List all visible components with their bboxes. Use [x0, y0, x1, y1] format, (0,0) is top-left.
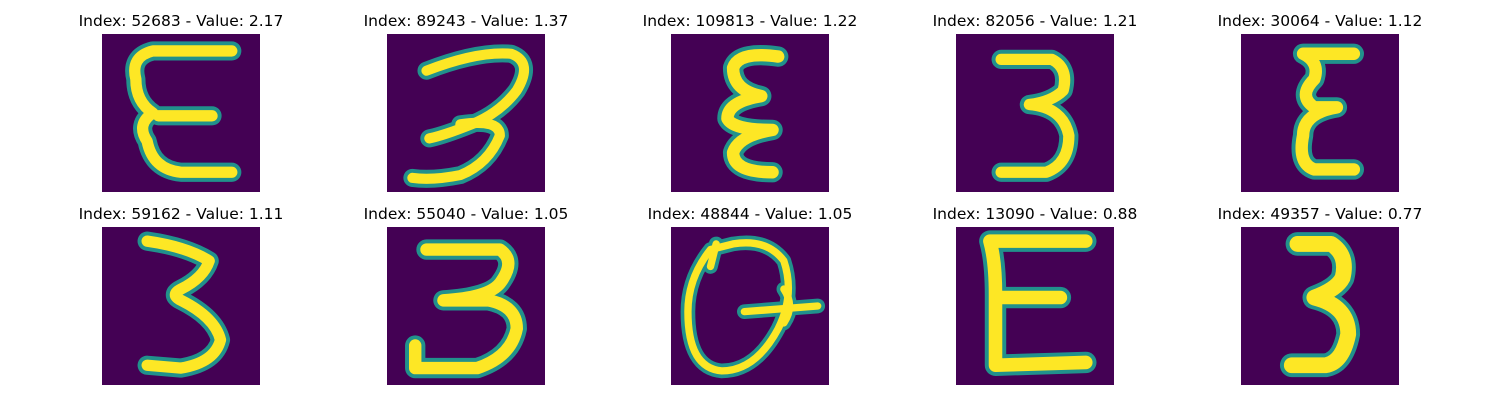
digit-image: [387, 227, 545, 385]
digit-image: [956, 227, 1114, 385]
digit-image: [671, 34, 829, 192]
panel-title: Index: 82056 - Value: 1.21: [932, 12, 1138, 30]
panel-title: Index: 48844 - Value: 1.05: [647, 205, 853, 223]
panel-title: Index: 109813 - Value: 1.22: [642, 12, 858, 30]
digit-image: [102, 34, 260, 192]
panel-title: Index: 55040 - Value: 1.05: [363, 205, 569, 223]
digit-image: [956, 34, 1114, 192]
panel-title: Index: 13090 - Value: 0.88: [932, 205, 1138, 223]
digit-image: [1241, 227, 1399, 385]
panel-title: Index: 59162 - Value: 1.11: [78, 205, 284, 223]
panel-title: Index: 30064 - Value: 1.12: [1217, 12, 1423, 30]
digit-image: [671, 227, 829, 385]
digit-image: [387, 34, 545, 192]
panel-title: Index: 89243 - Value: 1.37: [363, 12, 569, 30]
digit-image: [1241, 34, 1399, 192]
panel-title: Index: 52683 - Value: 2.17: [78, 12, 284, 30]
panel-title: Index: 49357 - Value: 0.77: [1217, 205, 1423, 223]
digit-image: [102, 227, 260, 385]
